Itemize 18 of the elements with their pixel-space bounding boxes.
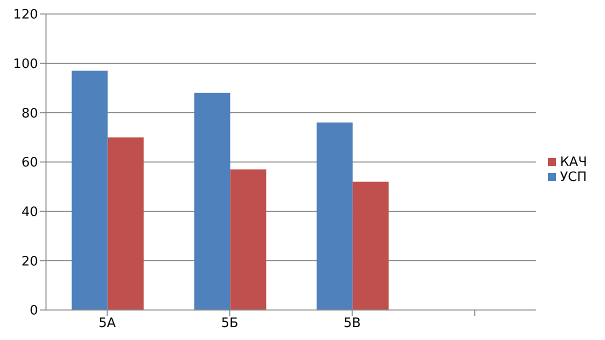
bar xyxy=(230,169,266,310)
y-tick-label: 60 xyxy=(21,156,38,171)
y-tick-label: 80 xyxy=(21,106,38,122)
y-tick-label: 100 xyxy=(13,56,38,72)
legend-label: КАЧ xyxy=(560,155,587,170)
legend-label: УСП xyxy=(560,170,587,185)
x-tick-label: 5А xyxy=(98,316,116,332)
y-tick-label: 40 xyxy=(21,204,38,220)
y-tick-label: 20 xyxy=(21,254,38,270)
y-tick-label: 120 xyxy=(13,8,38,23)
bar xyxy=(72,70,108,310)
x-tick-label: 5Б xyxy=(221,316,238,332)
bar xyxy=(194,92,230,310)
bar xyxy=(316,122,353,310)
bar xyxy=(352,182,389,310)
x-tick-label: 5В xyxy=(344,316,361,332)
bar xyxy=(108,137,144,310)
y-tick-label: 0 xyxy=(30,304,38,319)
